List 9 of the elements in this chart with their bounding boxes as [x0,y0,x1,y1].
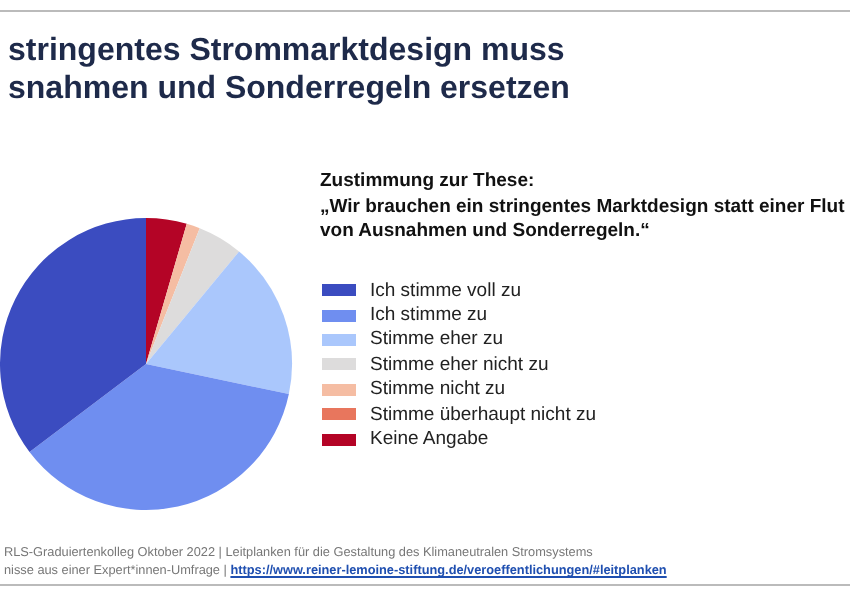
legend-label: Keine Angabe [370,428,489,451]
legend-label: Stimme nicht zu [370,378,506,401]
legend-label: Stimme eher zu [370,328,504,351]
legend-label: Stimme eher nicht zu [370,353,549,376]
legend-label: Ich stimme zu [370,304,488,327]
legend-title: Zustimmung zur These: „Wir brauchen ein stringentes Marktdesign statt einer Flut von Ausnahmen und Sonderregeln.“ [320,170,845,245]
chart-title: stringentes Strommarktdesign muss snahmen und Sonderregeln ersetzen [8,32,570,108]
legend-label: Ich stimme voll zu [370,279,521,302]
legend-label: Stimme überhaupt nicht zu [370,403,597,426]
